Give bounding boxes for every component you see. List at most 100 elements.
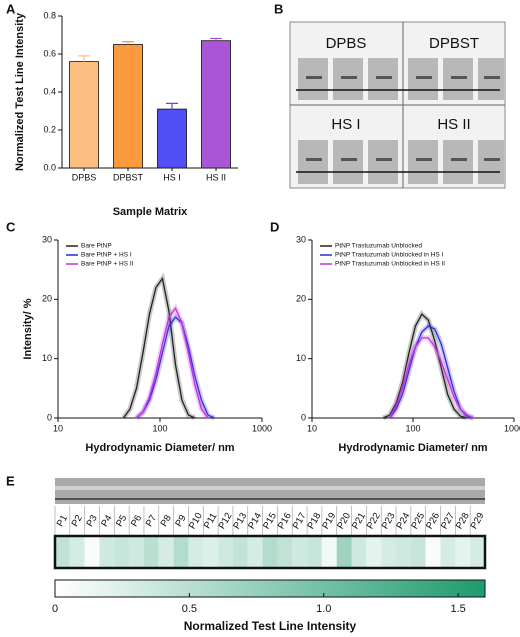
- heat-cell: [307, 536, 322, 568]
- column-label: P14: [246, 511, 264, 531]
- y-tick-label: 0: [47, 412, 52, 422]
- column-label: P4: [99, 513, 114, 529]
- y-axis-title: Normalized Test Line Intensity: [14, 12, 26, 171]
- column-label: P18: [306, 511, 324, 531]
- column-label: P25: [409, 511, 427, 531]
- y-tick-label: 0.0: [43, 162, 56, 172]
- heat-cell: [69, 536, 85, 568]
- heat-cell: [218, 536, 233, 568]
- heat-cell: [114, 536, 130, 568]
- x-tick-label: DPBS: [72, 172, 97, 182]
- heat-cell: [336, 536, 352, 568]
- colorbar-tick-label: 0.5: [182, 603, 197, 615]
- panel-label: C: [6, 219, 16, 234]
- strip-row-photo: [55, 478, 485, 504]
- heat-cell: [321, 536, 337, 568]
- series-line: [382, 313, 468, 419]
- column-label: P26: [424, 511, 442, 531]
- heat-cell: [173, 536, 189, 568]
- heat-cell: [55, 536, 70, 568]
- column-label: P15: [261, 511, 279, 531]
- x-axis-title: Hydrodynamic Diameter/ nm: [338, 442, 487, 454]
- bar: [157, 108, 187, 169]
- column-label: P1: [55, 513, 70, 529]
- x-tick-label: DPBST: [113, 172, 144, 182]
- heat-cell: [99, 536, 115, 568]
- column-label: P19: [320, 511, 338, 531]
- x-tick-label: 100: [152, 423, 167, 433]
- column-label: P17: [291, 511, 309, 531]
- y-tick-label: 0.8: [43, 10, 56, 20]
- heat-cell: [410, 536, 426, 568]
- bar: [201, 40, 231, 169]
- strip-label: DPBS: [326, 35, 367, 52]
- y-tick-label: 30: [42, 234, 52, 244]
- heat-cell: [158, 536, 174, 568]
- strip-photo: [289, 21, 506, 189]
- column-label: P27: [439, 511, 457, 531]
- bar: [69, 61, 99, 169]
- heat-cell: [440, 536, 456, 568]
- y-tick-label: 0.4: [43, 86, 56, 96]
- y-tick-label: 20: [42, 294, 52, 304]
- legend-label: PtNP Trastuzumab Unblocked in HS II: [335, 261, 445, 268]
- error-bar: [122, 41, 134, 45]
- x-axis-title: Sample Matrix: [113, 206, 188, 218]
- y-tick-label: 20: [296, 294, 306, 304]
- column-label: P12: [217, 511, 235, 531]
- column-label: P9: [173, 513, 188, 529]
- heat-cell: [277, 536, 293, 568]
- y-tick-label: 0.6: [43, 48, 56, 58]
- heat-cell: [425, 536, 441, 568]
- x-tick-label: 10: [53, 423, 63, 433]
- x-tick-label: HS I: [163, 172, 181, 182]
- heat-cell: [84, 536, 100, 568]
- column-label: P23: [380, 511, 398, 531]
- x-tick-label: 10: [307, 423, 317, 433]
- legend-label: PtNP Trastuzumab Unblocked: [335, 243, 422, 250]
- colorbar: [54, 579, 486, 598]
- column-label: P21: [350, 511, 368, 531]
- heat-cell: [470, 536, 485, 568]
- heat-cell: [262, 536, 278, 568]
- heat-cell: [143, 536, 159, 568]
- column-label: P11: [202, 511, 220, 531]
- heat-cell: [247, 536, 263, 568]
- heat-cell: [129, 536, 144, 568]
- heat-cell: [396, 536, 411, 568]
- y-tick-label: 10: [42, 353, 52, 363]
- column-label: P7: [144, 513, 159, 529]
- panel-label: B: [274, 1, 283, 16]
- legend-label: Bare PtNP + HS I: [81, 252, 132, 259]
- y-tick-label: 10: [296, 353, 306, 363]
- strip-label: HS II: [437, 116, 470, 133]
- x-tick-label: 1000: [252, 423, 272, 433]
- legend-label: Bare PtNP + HS II: [81, 261, 134, 268]
- colorbar-title: Normalized Test Line Intensity: [184, 619, 357, 633]
- column-label: P8: [159, 513, 174, 529]
- error-bar: [210, 37, 222, 41]
- column-label: P13: [231, 511, 249, 531]
- colorbar-tick-label: 0: [52, 603, 58, 615]
- column-label: P16: [276, 511, 294, 531]
- x-tick-label: 100: [405, 423, 420, 433]
- error-bar: [78, 55, 90, 62]
- y-tick-label: 30: [296, 234, 306, 244]
- x-tick-label: 1000: [504, 423, 520, 433]
- colorbar-tick-label: 1.5: [450, 603, 465, 615]
- column-label: P5: [114, 513, 129, 529]
- series-line: [136, 316, 215, 419]
- column-label: P3: [84, 513, 99, 529]
- heat-cell: [292, 536, 308, 568]
- y-tick-label: 0.2: [43, 124, 56, 134]
- panel-label: E: [6, 473, 15, 488]
- column-label: P10: [187, 511, 205, 531]
- column-label: P22: [365, 511, 383, 531]
- x-axis-title: Hydrodynamic Diameter/ nm: [85, 442, 234, 454]
- y-tick-label: 0: [301, 412, 306, 422]
- series-line: [136, 306, 209, 419]
- heat-cell: [188, 536, 204, 568]
- y-axis-title: Intensity/ %: [22, 298, 34, 359]
- heat-border: [53, 534, 487, 570]
